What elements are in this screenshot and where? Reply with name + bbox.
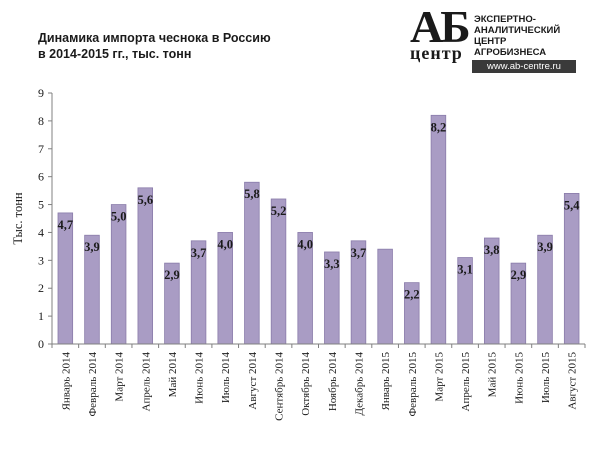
x-axis: Январь 2014 Февраль 2014 Март 2014 Апрель 2… [51, 343, 586, 421]
x-category-label: Июль 2014 [220, 352, 232, 404]
bar [430, 114, 447, 345]
ab-centre-logo: АБ центр ЭКСПЕРТНО- АНАЛИТИЧЕСКИЙ ЦЕНТР … [408, 2, 578, 73]
y-tick-label: 3 [38, 253, 44, 267]
chart-title-line-2: в 2014-2015 гг., тыс. тонн [38, 47, 192, 61]
logo-caption-line-3: ЦЕНТР [474, 36, 507, 47]
bar [563, 192, 580, 345]
x-category-label: Февраль 2015 [407, 352, 419, 417]
x-category-label: Март 2014 [114, 352, 126, 402]
y-tick-label: 8 [38, 114, 44, 128]
data-label: 5,6 [137, 193, 153, 207]
chart-title: Динамика импорта чеснока в Россию в 2014… [38, 30, 271, 62]
data-label: 5,0 [111, 210, 127, 224]
y-tick-label: 0 [38, 337, 44, 351]
x-category-label: Август 2015 [567, 352, 579, 410]
x-category-label: Июнь 2015 [513, 352, 525, 404]
y-tick-label: 7 [38, 142, 44, 156]
y-tick-label: 2 [38, 281, 44, 295]
data-label: 3,8 [484, 243, 500, 257]
logo-url: www.ab-centre.ru [472, 60, 576, 73]
x-category-label: Август 2014 [247, 352, 259, 410]
x-category-label: Март 2015 [433, 352, 445, 402]
data-label: 3,3 [324, 257, 340, 271]
data-label: 2,2 [404, 288, 420, 302]
x-category-label: Апрель 2015 [460, 352, 472, 412]
data-label: 5,4 [564, 198, 580, 212]
x-category-label: Сентябрь 2014 [274, 352, 286, 421]
y-axis: 0 1 2 3 4 5 6 7 8 9 Тыс. тонн [11, 86, 53, 351]
logo-caption: ЭКСПЕРТНО- АНАЛИТИЧЕСКИЙ ЦЕНТР АГРОБИЗНЕ… [474, 14, 560, 58]
y-axis-title: Тыс. тонн [11, 192, 25, 244]
logo-caption-line-2: АНАЛИТИЧЕСКИЙ [474, 25, 561, 36]
data-label: 4,0 [297, 237, 313, 251]
logo-mark: АБ [410, 1, 471, 52]
bar [110, 204, 127, 345]
chart-title-line-1: Динамика импорта чеснока в Россию [38, 31, 271, 45]
data-label: 4,0 [217, 237, 233, 251]
data-label: 3,9 [537, 240, 553, 254]
data-label: 3,1 [457, 263, 473, 277]
x-category-label: Ноябрь 2014 [327, 352, 339, 412]
data-label: 5,8 [244, 187, 260, 201]
bar [57, 212, 74, 345]
y-tick-label: 1 [38, 309, 44, 323]
logo-word: центр [410, 43, 463, 63]
data-label: 2,9 [511, 268, 527, 282]
x-category-label: Июль 2015 [540, 352, 552, 404]
y-tick-label: 6 [38, 170, 44, 184]
x-category-label: Январь 2014 [60, 352, 72, 411]
data-label: 2,9 [164, 268, 180, 282]
y-tick-label: 4 [38, 225, 44, 239]
x-category-label: Декабрь 2014 [353, 352, 365, 416]
data-label: 8,2 [431, 120, 447, 134]
bar [377, 248, 393, 345]
x-category-label: Июнь 2014 [194, 352, 206, 404]
x-category-label: Апрель 2014 [140, 352, 152, 412]
logo-caption-line-4: АГРОБИЗНЕСА [474, 47, 547, 58]
data-label: 3,9 [84, 240, 100, 254]
data-label: 3,7 [191, 246, 207, 260]
bar [270, 198, 287, 345]
data-labels: 4,7 3,9 5,0 5,6 2,9 3,7 4,0 5,8 5,2 4,0 3,3 3,7 2,2 8… [58, 120, 581, 301]
data-label: 5,2 [271, 204, 287, 218]
x-category-label: Май 2015 [487, 352, 499, 398]
y-tick-label: 5 [38, 198, 44, 212]
x-category-label: Февраль 2014 [87, 352, 99, 417]
x-category-label: Май 2014 [167, 352, 179, 398]
data-label: 3,7 [351, 246, 367, 260]
data-label: 4,7 [58, 218, 74, 232]
logo-caption-line-1: ЭКСПЕРТНО- [474, 14, 536, 25]
x-category-label: Январь 2015 [380, 352, 392, 411]
bars [57, 114, 580, 345]
y-tick-label: 9 [38, 86, 44, 100]
bar [137, 187, 154, 345]
x-category-label: Октябрь 2014 [300, 352, 312, 416]
bar [244, 181, 260, 345]
